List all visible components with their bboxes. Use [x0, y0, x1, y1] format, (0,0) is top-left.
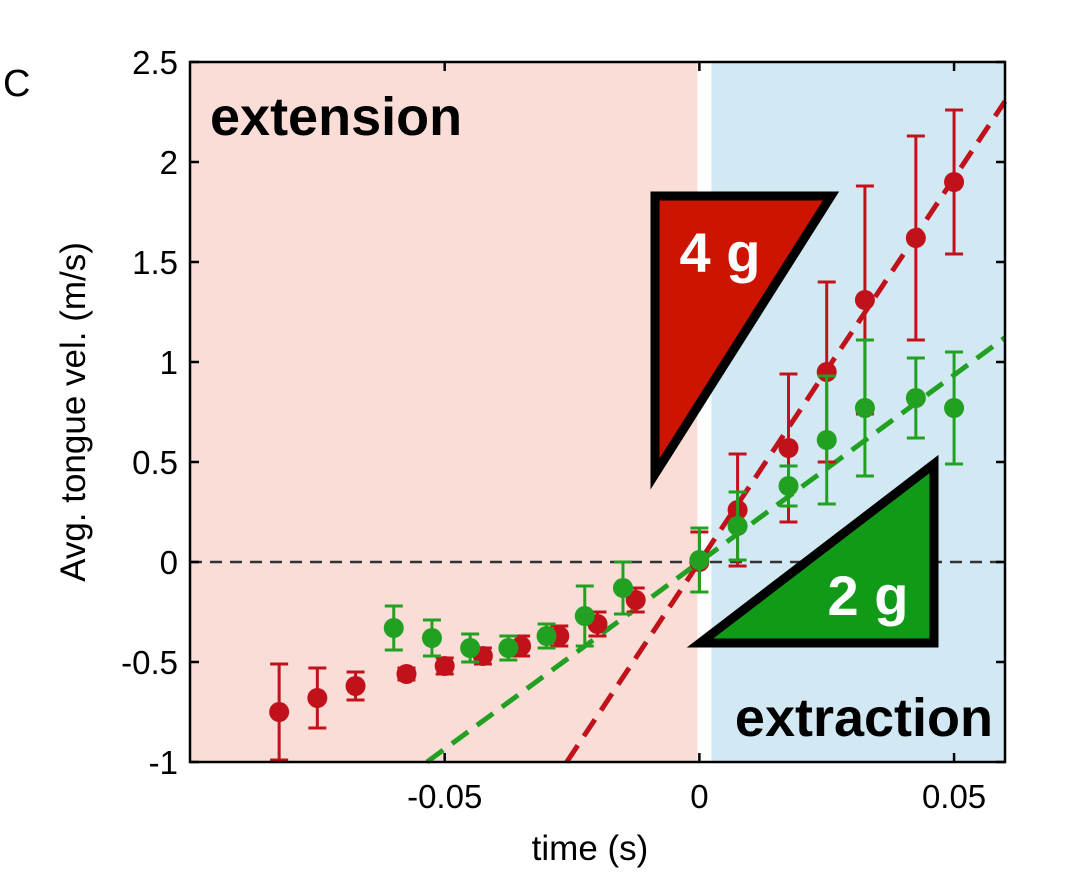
y-tick-label: 2 — [160, 144, 178, 181]
extension-region-label: extension — [210, 87, 462, 147]
y-tick-label: 0.5 — [132, 444, 178, 481]
y-tick-label: 2.5 — [132, 44, 178, 81]
region-extension — [190, 62, 698, 762]
data-point-2g — [460, 638, 481, 658]
y-tick-label: 0 — [160, 544, 178, 581]
fit-lines — [425, 99, 1008, 765]
x-tick-label: 0.05 — [922, 778, 986, 815]
data-series — [269, 108, 965, 762]
mass-label-2g: 2 g — [828, 564, 909, 627]
data-point-2g — [498, 638, 519, 658]
data-point-4g — [434, 656, 455, 676]
y-tick-label: 1 — [160, 344, 178, 381]
data-point-2g — [612, 578, 633, 598]
y-axis-title: Avg. tongue vel. (m/s) — [54, 242, 93, 582]
data-point-4g — [307, 688, 328, 708]
x-axis-title: time (s) — [532, 829, 649, 868]
data-point-4g — [778, 438, 799, 458]
data-point-4g — [269, 702, 290, 722]
data-point-2g — [574, 606, 595, 626]
panel-label: C — [3, 63, 30, 105]
data-point-2g — [536, 626, 557, 646]
slope-triangle-4g — [650, 191, 840, 490]
data-point-4g — [944, 172, 965, 192]
regions — [190, 62, 1005, 762]
data-point-2g — [778, 476, 799, 496]
data-point-2g — [816, 430, 837, 450]
slope-triangles: 4 g 2 g — [650, 191, 939, 648]
fit-line-4g — [564, 99, 1008, 764]
data-point-2g — [689, 550, 710, 570]
axes: -1 -0.5 0 0.5 1 1.5 2 2.5 -0.05 0 0.05 — [121, 44, 1007, 815]
data-point-2g — [854, 398, 875, 418]
x-tick-label: 0 — [690, 778, 708, 815]
data-point-2g — [421, 628, 442, 648]
data-point-4g — [854, 290, 875, 310]
y-tick-label: -0.5 — [121, 644, 178, 681]
fit-line-2g — [425, 335, 1007, 765]
data-point-2g — [727, 516, 748, 536]
x-tick-label: -0.05 — [407, 778, 482, 815]
mass-label-4g: 4 g — [680, 221, 761, 284]
slope-triangle-2g — [686, 454, 939, 648]
extraction-region-label: extraction — [735, 688, 993, 748]
labels: C extension extraction time (s) Avg. ton… — [3, 63, 993, 868]
data-point-2g — [944, 398, 965, 418]
data-point-2g — [905, 388, 926, 408]
y-tick-label: -1 — [149, 744, 178, 781]
data-point-4g — [905, 228, 926, 248]
plot-frame — [188, 60, 1007, 764]
data-point-4g — [345, 676, 366, 696]
y-tick-label: 1.5 — [132, 244, 178, 281]
data-point-2g — [383, 618, 404, 638]
data-point-4g — [625, 590, 646, 610]
data-point-4g — [396, 664, 417, 684]
